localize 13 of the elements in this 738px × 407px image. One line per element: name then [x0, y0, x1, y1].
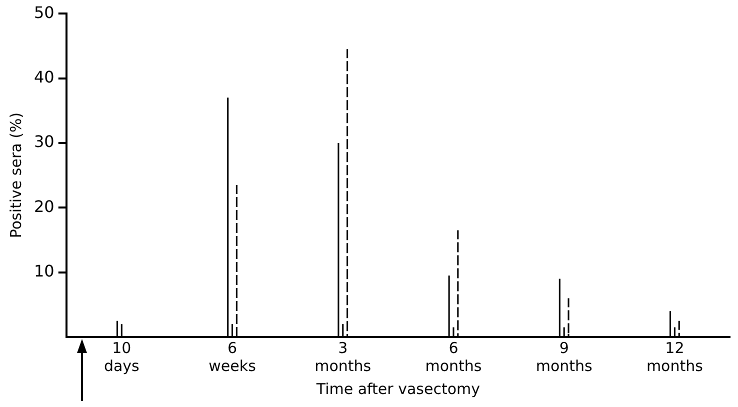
- x-tick-label: 9 months: [536, 338, 593, 375]
- y-tick-label: 30: [34, 132, 54, 152]
- y-tick-label: 20: [34, 196, 54, 216]
- y-tick-label: 10: [34, 261, 54, 280]
- x-tick-label: 10 days: [104, 338, 140, 375]
- x-axis-title: Time after vasectomy: [315, 380, 480, 398]
- x-tick-label: 3 months: [314, 338, 372, 375]
- x-tick-label: 6 weeks: [208, 338, 256, 375]
- y-axis-title: Positive sera (%): [6, 112, 25, 238]
- x-tick-label: 12 months: [646, 338, 704, 375]
- y-tick-label: 40: [34, 67, 54, 86]
- x-tick-label: 6 months: [425, 338, 482, 375]
- y-tick-label: 50: [34, 2, 54, 22]
